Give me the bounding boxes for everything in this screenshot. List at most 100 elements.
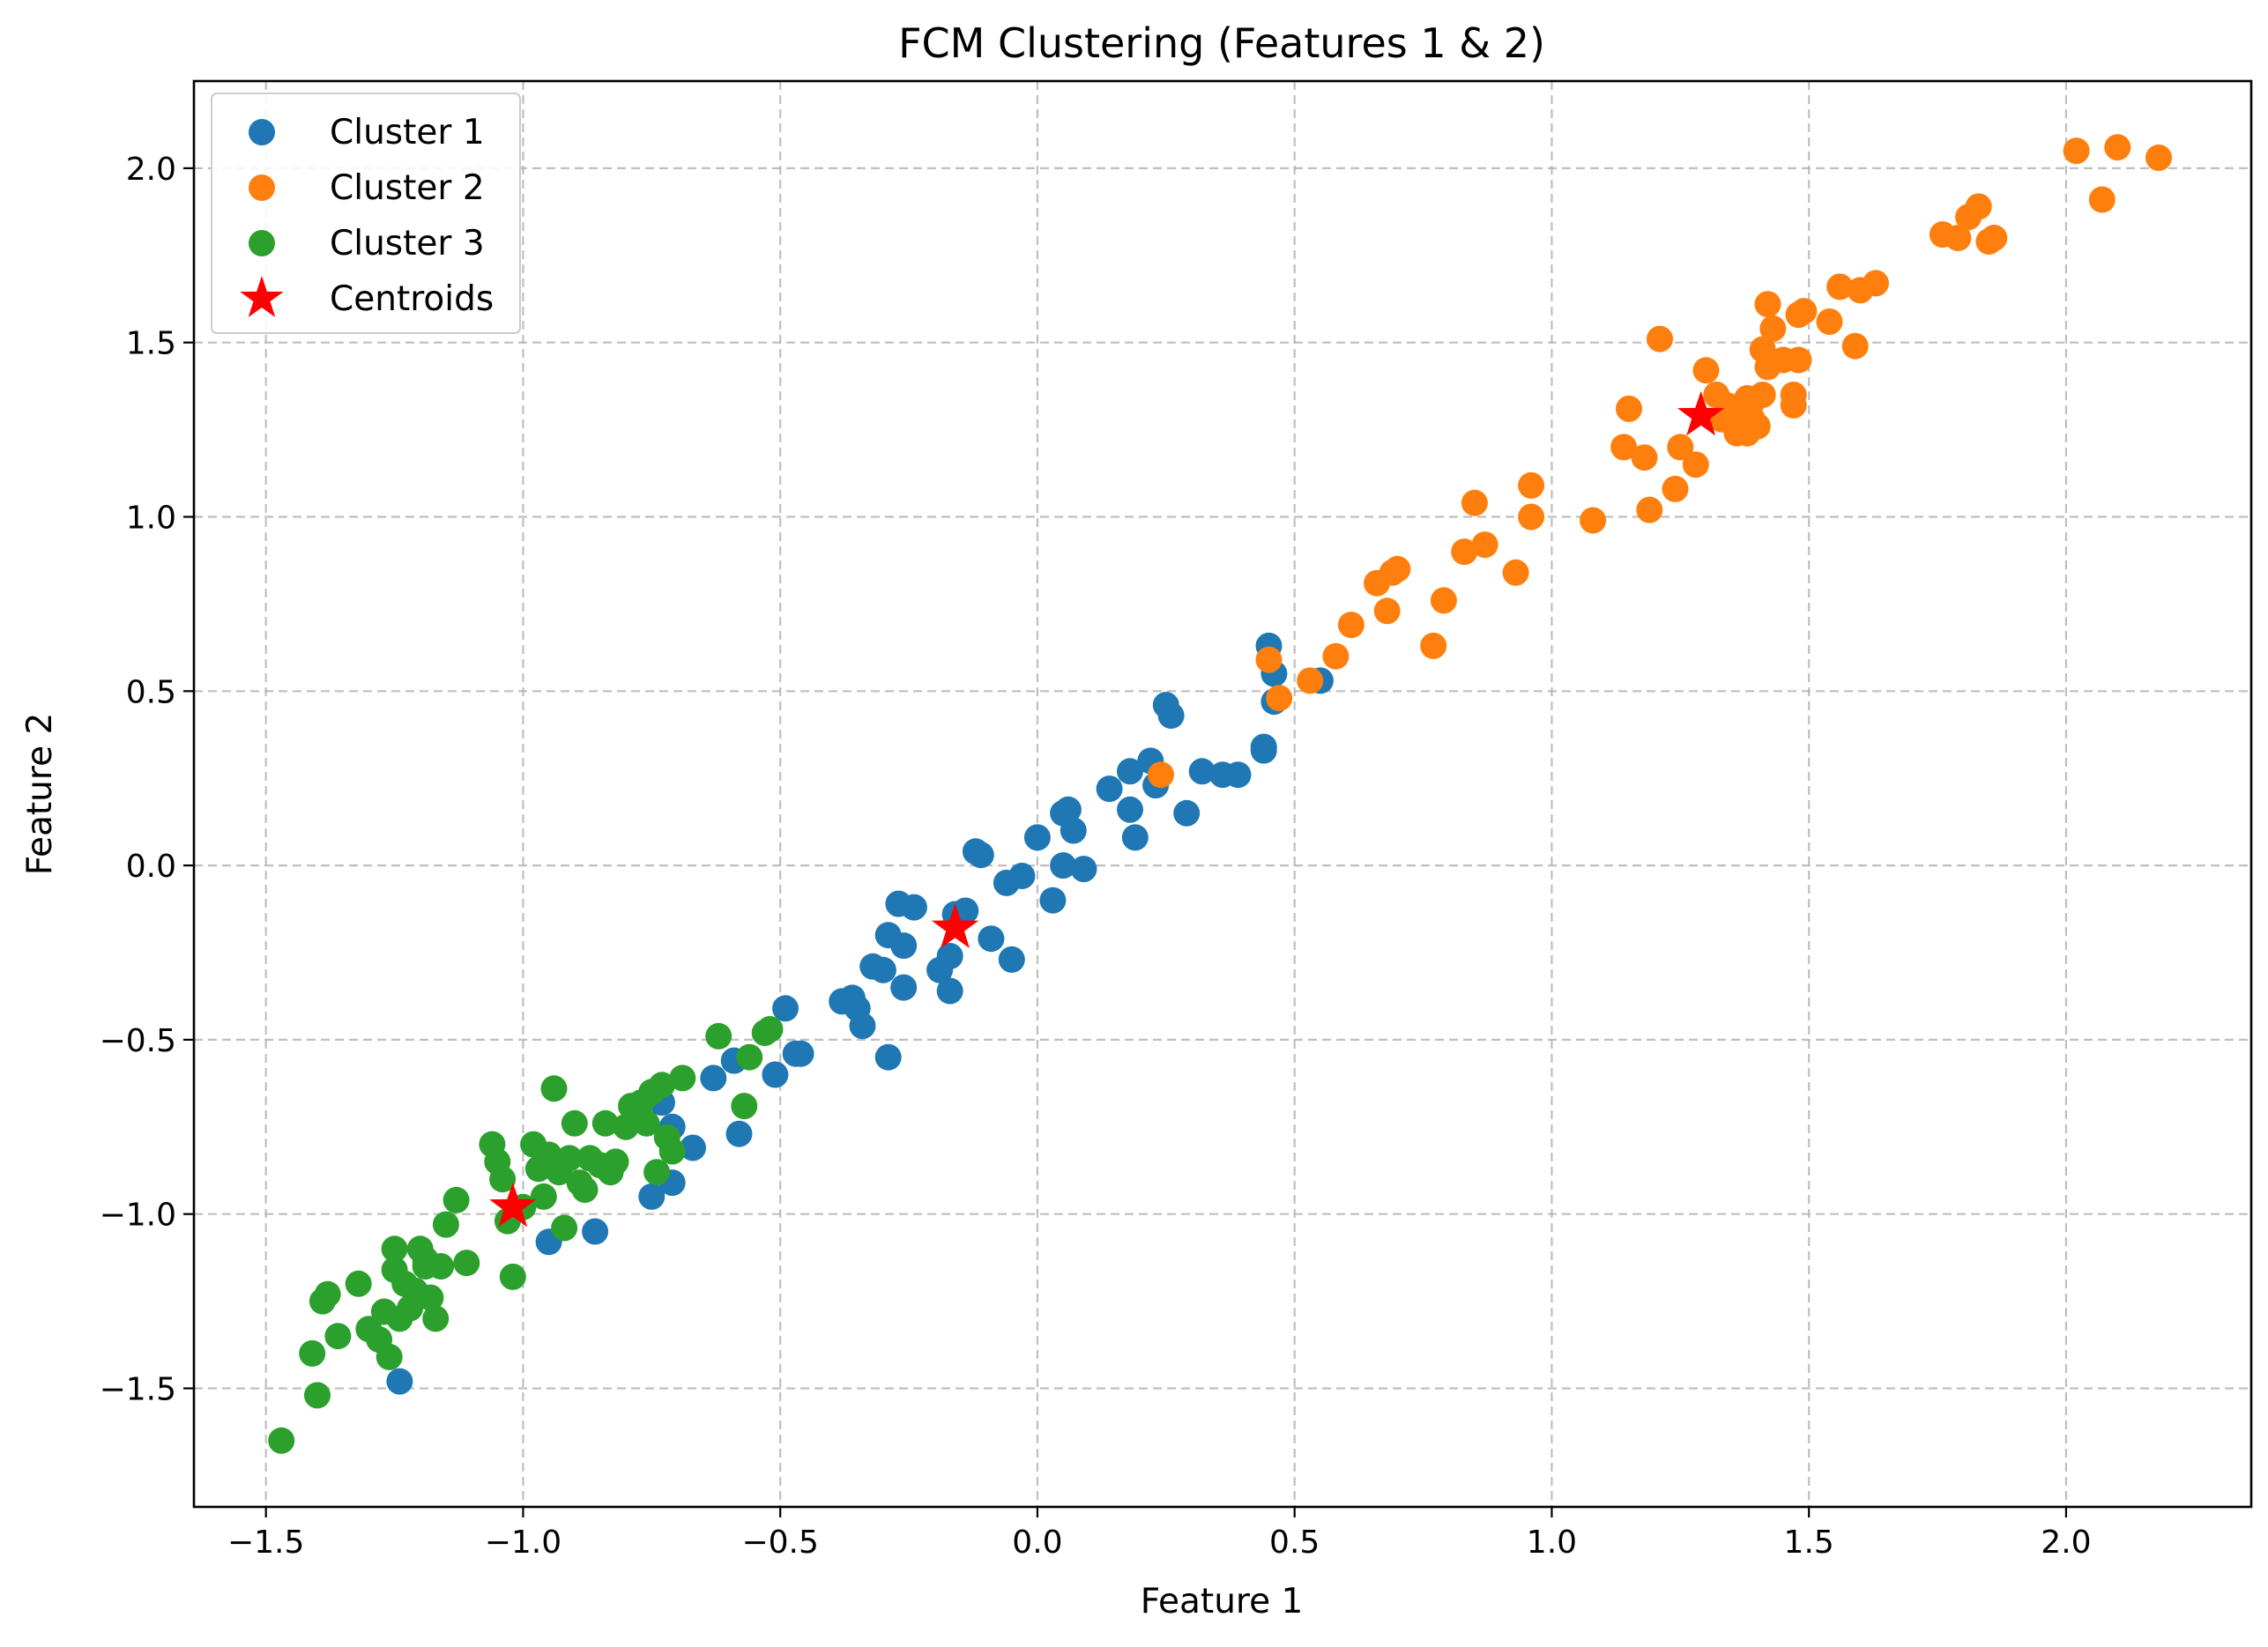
data-point: [1157, 702, 1185, 729]
data-point: [432, 1211, 459, 1238]
data-point: [1117, 796, 1143, 823]
data-point: [345, 1270, 372, 1297]
data-point: [1759, 315, 1787, 342]
data-point: [633, 1109, 660, 1137]
data-point: [540, 1075, 568, 1102]
data-point: [680, 1134, 706, 1161]
data-point: [967, 842, 994, 869]
legend-marker-cluster-2: [249, 174, 275, 201]
data-point: [370, 1298, 398, 1325]
data-point: [1780, 382, 1807, 408]
series-cluster-1: [386, 632, 1334, 1395]
x-axis: −1.5 −1.0 −0.5 0.0 0.5 1.0 1.5 2.0: [227, 1507, 2092, 1561]
data-point: [591, 1109, 619, 1137]
data-point: [1826, 273, 1854, 300]
data-point: [417, 1284, 444, 1311]
data-point: [1117, 758, 1143, 785]
legend-marker-cluster-3: [249, 230, 275, 256]
data-point: [736, 1043, 763, 1071]
x-tick-label: 2.0: [2041, 1525, 2091, 1561]
data-point: [499, 1263, 526, 1290]
data-point: [1266, 685, 1293, 712]
data-point: [1965, 193, 1992, 220]
data-point: [1322, 642, 1350, 670]
data-point: [1785, 346, 1812, 374]
data-point: [1173, 799, 1201, 827]
data-point: [1188, 758, 1216, 785]
y-tick-label: 1.0: [126, 500, 176, 536]
grid-layer: [194, 81, 2251, 1507]
x-tick-label: 1.5: [1784, 1525, 1834, 1561]
data-point: [489, 1166, 517, 1193]
data-point: [751, 1020, 778, 1046]
data-point: [2088, 186, 2116, 213]
data-point: [772, 995, 799, 1022]
data-point: [890, 932, 918, 960]
legend-label-cluster-2: Cluster 2: [330, 168, 485, 208]
data-point: [936, 943, 963, 969]
series-centroids: [489, 390, 1725, 1228]
data-point: [1471, 531, 1498, 559]
data-point: [998, 946, 1025, 973]
data-point: [442, 1186, 470, 1213]
centroid-star: [1677, 390, 1725, 436]
y-tick-label: −1.5: [100, 1371, 176, 1407]
x-tick-label: 0.5: [1269, 1525, 1320, 1561]
data-point: [422, 1305, 450, 1332]
data-point: [1863, 270, 1889, 297]
data-point: [1667, 434, 1694, 461]
data-point: [613, 1113, 640, 1140]
y-tick-label: 2.0: [126, 152, 176, 188]
data-point: [1739, 389, 1766, 415]
legend-marker-cluster-1: [249, 119, 275, 145]
data-point: [1224, 761, 1252, 789]
data-point: [1692, 357, 1720, 384]
data-point: [2104, 134, 2131, 161]
x-axis-label: Feature 1: [1141, 1582, 1304, 1621]
data-point: [314, 1280, 341, 1308]
data-point: [1096, 775, 1123, 803]
chart-title: FCM Clustering (Features 1 & 2): [898, 19, 1545, 67]
data-point: [731, 1093, 758, 1120]
data-point: [1682, 451, 1709, 479]
data-point: [649, 1072, 675, 1099]
legend-label-cluster-3: Cluster 3: [330, 224, 485, 263]
data-point: [978, 925, 1005, 953]
data-point: [1662, 475, 1689, 502]
data-point: [638, 1183, 666, 1210]
data-point: [1255, 646, 1283, 673]
legend-marker-centroids: [240, 276, 284, 317]
data-point: [1518, 503, 1545, 530]
data-point: [1816, 308, 1843, 335]
series-cluster-2: [1148, 134, 2172, 789]
data-point: [1050, 852, 1077, 879]
data-point: [1023, 824, 1051, 851]
legend: Cluster 1 Cluster 2 Cluster 3 Centroids: [211, 93, 521, 334]
data-point: [324, 1323, 352, 1350]
data-point: [1070, 856, 1097, 883]
data-point: [304, 1382, 331, 1409]
data-point: [705, 1022, 732, 1050]
data-point: [268, 1427, 295, 1454]
data-layer: [268, 134, 2172, 1454]
data-point: [1580, 507, 1607, 534]
y-axis-label: Feature 2: [20, 713, 60, 876]
data-point: [1502, 559, 1529, 586]
data-point: [700, 1065, 727, 1092]
data-point: [1945, 225, 1972, 251]
centroid-star: [932, 903, 979, 948]
data-point: [782, 1040, 809, 1067]
x-tick-label: 0.0: [1012, 1525, 1062, 1561]
data-point: [391, 1270, 419, 1297]
x-tick-label: 1.0: [1527, 1525, 1577, 1561]
data-point: [859, 953, 887, 980]
data-point: [1981, 225, 2008, 251]
data-point: [1337, 612, 1365, 639]
data-point: [762, 1061, 789, 1088]
data-point: [1461, 489, 1488, 516]
data-point: [1723, 419, 1751, 447]
data-point: [669, 1065, 696, 1092]
data-point: [1610, 434, 1638, 461]
data-point: [1297, 667, 1324, 694]
